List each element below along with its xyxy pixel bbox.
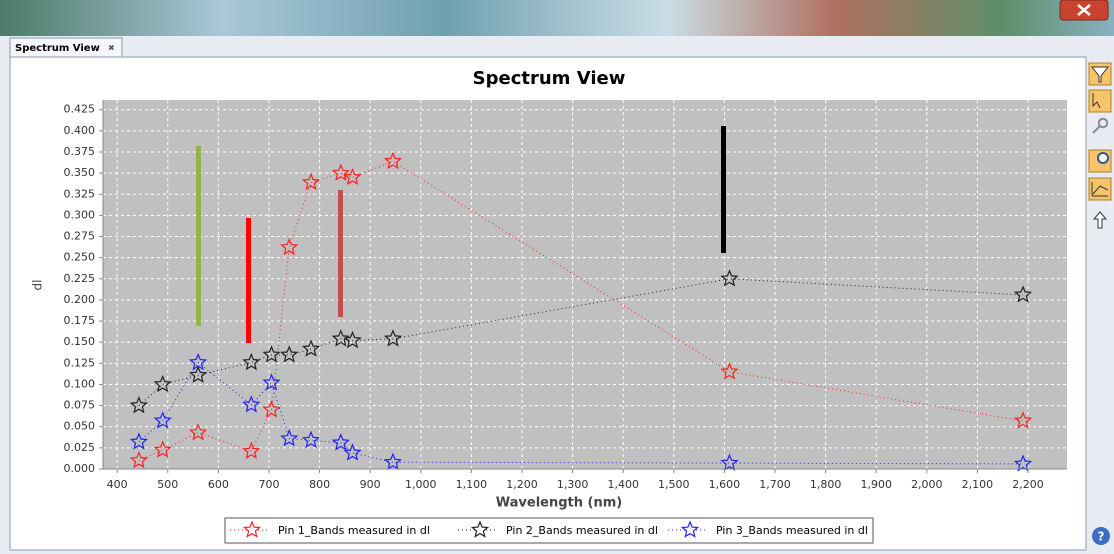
x-tick-label: 700	[258, 478, 279, 491]
help-icon: ?	[1098, 530, 1105, 544]
x-tick-label: 1,300	[557, 478, 589, 491]
y-axis-label: dl	[31, 280, 45, 291]
y-tick-label: 0.425	[64, 103, 96, 116]
x-tick-label: 500	[157, 478, 178, 491]
x-tick-label: 1,400	[607, 478, 639, 491]
y-tick-label: 0.125	[64, 356, 96, 369]
chart-title: Spectrum View	[473, 68, 626, 89]
page: {"tab": {"title": "Spectrum View"}, "cha…	[0, 0, 1114, 554]
x-tick-label: 1,600	[709, 478, 741, 491]
tab-title: Spectrum View	[15, 43, 100, 54]
x-tick-label: 1,800	[810, 478, 842, 491]
y-tick-label: 0.375	[64, 145, 96, 158]
title-bar	[0, 0, 1114, 36]
zoom-lens	[1098, 153, 1108, 163]
x-tick-label: 600	[208, 478, 229, 491]
y-tick-label: 0.050	[64, 420, 96, 433]
y-tick-label: 0.225	[64, 272, 96, 285]
x-tick-label: 2,200	[1012, 478, 1044, 491]
x-tick-label: 1,200	[506, 478, 538, 491]
y-tick-label: 0.350	[64, 166, 96, 179]
x-axis-label: Wavelength (nm)	[496, 496, 622, 511]
x-tick-label: 1,700	[759, 478, 791, 491]
tab-close[interactable]: ✖	[108, 44, 115, 53]
toolbar	[1088, 57, 1114, 550]
y-tick-label: 0.175	[64, 314, 96, 327]
legend-label: Pin 3_Bands measured in dl	[716, 524, 868, 537]
window: Spectrum View ✖ ? Spectrum View Waveleng…	[0, 0, 1114, 554]
y-tick-label: 0.325	[64, 187, 96, 200]
band-marker	[246, 218, 251, 343]
x-tick-label: 1,500	[658, 478, 690, 491]
x-tick-label: 900	[360, 478, 381, 491]
band-marker	[338, 190, 343, 317]
y-tick-label: 0.250	[64, 251, 96, 264]
x-tick-label: 1,100	[456, 478, 488, 491]
y-tick-label: 0.000	[64, 462, 96, 475]
x-tick-label: 800	[309, 478, 330, 491]
x-tick-label: 1,000	[405, 478, 437, 491]
y-tick-label: 0.200	[64, 293, 96, 306]
band-marker	[196, 146, 201, 326]
y-tick-label: 0.025	[64, 441, 96, 454]
y-tick-label: 0.100	[64, 377, 96, 390]
x-tick-label: 2,100	[962, 478, 994, 491]
y-tick-label: 0.075	[64, 399, 96, 412]
legend-label: Pin 1_Bands measured in dl	[278, 524, 430, 537]
y-tick-label: 0.300	[64, 208, 96, 221]
y-tick-label: 0.275	[64, 230, 96, 243]
y-tick-label: 0.400	[64, 124, 96, 137]
x-tick-label: 2,000	[911, 478, 943, 491]
select-button[interactable]	[1089, 90, 1111, 112]
x-tick-label: 1,900	[860, 478, 892, 491]
band-marker	[721, 126, 726, 253]
legend-label: Pin 2_Bands measured in dl	[506, 524, 658, 537]
x-tick-label: 400	[107, 478, 128, 491]
y-tick-label: 0.150	[64, 335, 96, 348]
